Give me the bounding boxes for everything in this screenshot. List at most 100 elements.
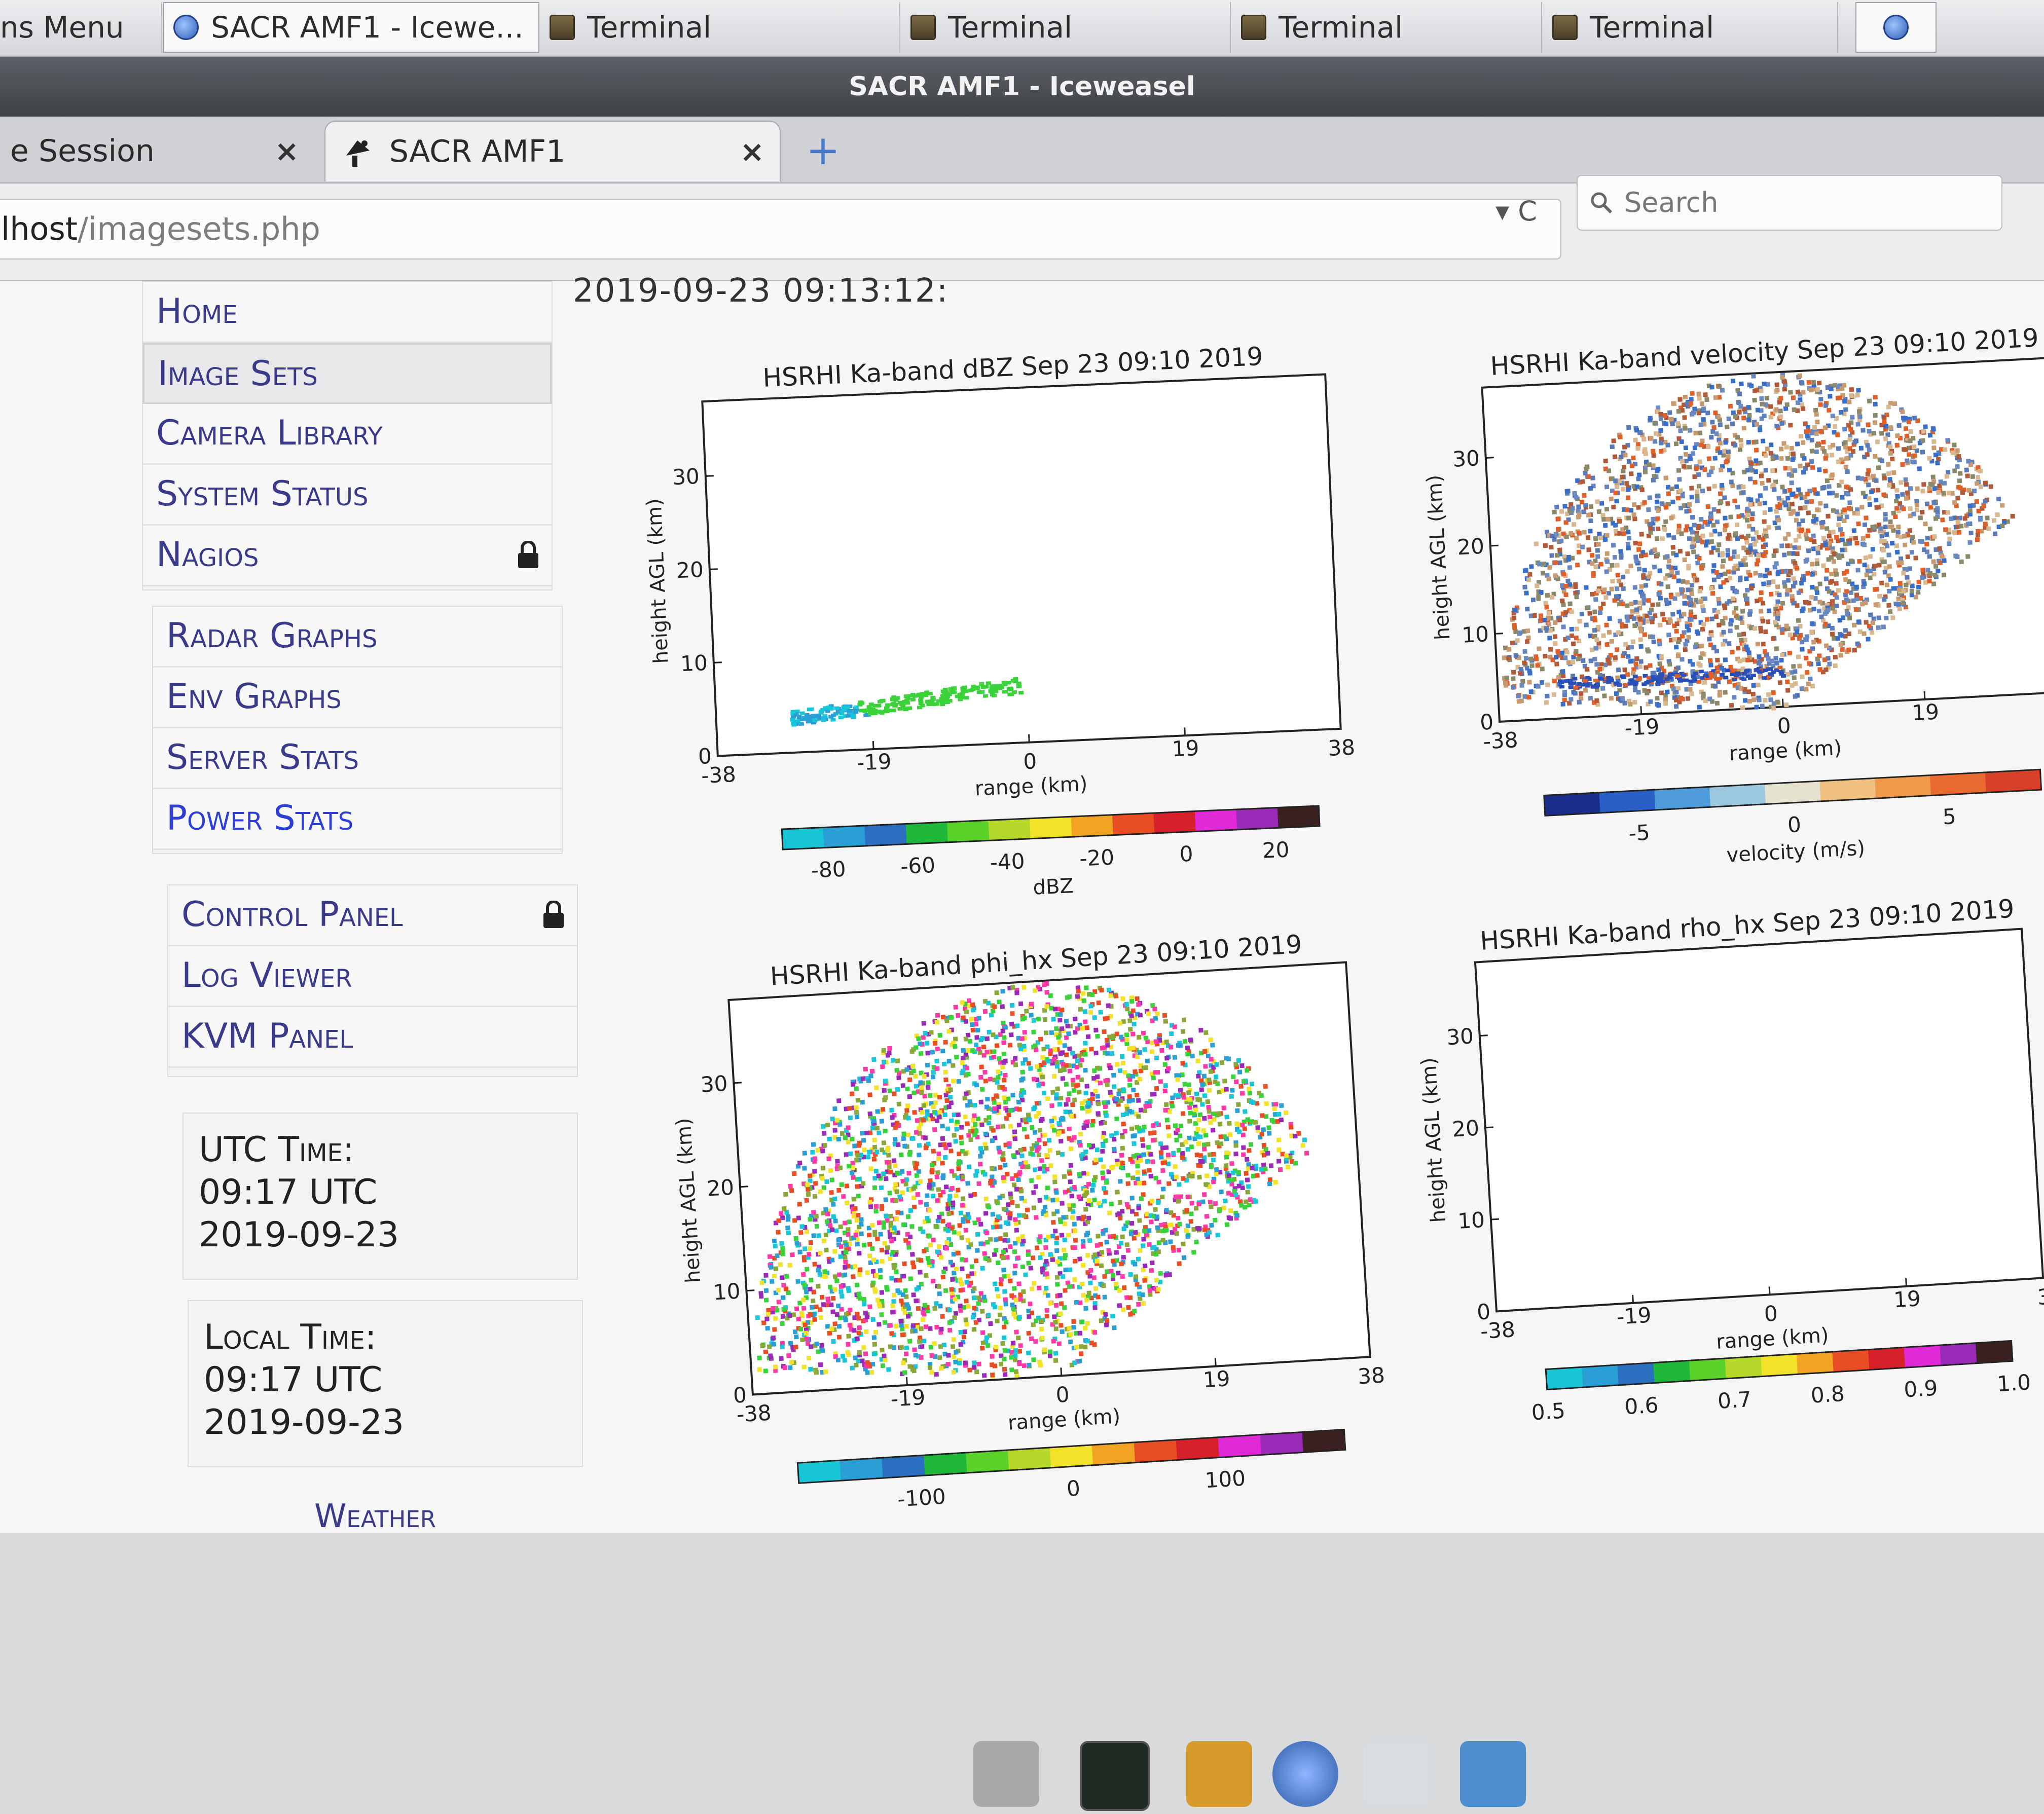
data-point: [1563, 584, 1568, 588]
data-point: [1757, 697, 1761, 702]
data-point: [1139, 1107, 1144, 1113]
data-point: [1793, 694, 1797, 698]
data-point: [992, 1055, 997, 1060]
data-point: [1720, 673, 1725, 677]
menu-item-weather[interactable]: Weather: [314, 1498, 436, 1535]
tab-session[interactable]: e Session ×: [0, 121, 314, 181]
data-point: [1181, 1176, 1186, 1181]
data-point: [1718, 422, 1723, 427]
window-title-bar[interactable]: SACR AMF1 - Iceweasel: [0, 57, 2044, 117]
data-point: [1905, 575, 1909, 579]
data-point: [1002, 1336, 1007, 1341]
data-point: [1083, 1068, 1088, 1073]
data-point: [1044, 1308, 1049, 1313]
url-bar[interactable]: lhost/imagesets.php: [0, 199, 1561, 260]
data-point: [1156, 1287, 1161, 1292]
data-point: [901, 1136, 906, 1141]
data-point: [1886, 603, 1891, 608]
new-tab-button[interactable]: +: [806, 127, 840, 174]
data-point: [1655, 536, 1659, 541]
data-point: [1566, 557, 1571, 562]
data-point: [1588, 529, 1592, 533]
data-point: [1946, 510, 1950, 514]
data-point: [1188, 1110, 1193, 1116]
data-point: [837, 1122, 843, 1127]
data-point: [1931, 581, 1936, 586]
data-point: [1614, 594, 1619, 599]
data-point: [1950, 451, 1955, 455]
menu-item-system-status[interactable]: System Status: [143, 465, 552, 526]
menu-item-power-stats[interactable]: Power Stats: [153, 789, 562, 850]
menu-item-image-sets[interactable]: Image Sets: [143, 343, 552, 404]
data-point: [1138, 1077, 1143, 1082]
data-point: [1002, 1078, 1007, 1083]
data-point: [1120, 1054, 1125, 1059]
data-point: [928, 692, 933, 695]
data-point: [1627, 682, 1632, 686]
data-point: [1641, 682, 1647, 686]
data-point: [1136, 1098, 1141, 1103]
menu-item-server-stats[interactable]: Server Stats: [153, 728, 562, 789]
data-point: [877, 1220, 882, 1226]
data-point: [1031, 1255, 1036, 1261]
data-point: [1836, 523, 1841, 527]
data-point: [840, 1131, 845, 1136]
data-point: [925, 1041, 930, 1046]
taskbar-task-browser-2[interactable]: [1855, 2, 1937, 53]
data-point: [1587, 611, 1592, 615]
data-point: [1697, 460, 1702, 464]
data-point: [1604, 485, 1609, 489]
data-point: [978, 1154, 983, 1159]
data-point: [1080, 1282, 1085, 1287]
taskbar-task-terminal-2[interactable]: Terminal: [901, 2, 1231, 53]
data-point: [1827, 534, 1832, 538]
data-point: [1859, 476, 1864, 480]
close-tab-icon[interactable]: ×: [740, 134, 764, 169]
data-point: [1767, 608, 1771, 613]
data-point: [1862, 581, 1867, 586]
data-point: [1788, 569, 1793, 574]
close-tab-icon[interactable]: ×: [274, 134, 299, 168]
data-point: [820, 708, 825, 712]
data-point: [792, 1171, 797, 1176]
reload-icon[interactable]: ▾ C: [1495, 195, 1537, 227]
data-point: [953, 1139, 958, 1144]
applications-menu-button[interactable]: ns Menu: [0, 2, 162, 53]
data-point: [921, 1035, 926, 1040]
menu-item-camera-library[interactable]: Camera Library: [143, 404, 552, 465]
data-point: [1659, 690, 1664, 695]
data-point: [1659, 440, 1663, 445]
data-point: [947, 1308, 952, 1313]
data-point: [1840, 532, 1844, 536]
search-input[interactable]: Search: [1577, 175, 2002, 231]
taskbar-task-terminal-4[interactable]: Terminal: [1543, 2, 1838, 53]
tab-sacr-amf1[interactable]: SACR AMF1 ×: [324, 121, 781, 181]
data-point: [1928, 433, 1932, 437]
data-point: [1631, 456, 1635, 460]
data-point: [1823, 622, 1828, 626]
data-point: [1895, 433, 1900, 438]
menu-item-env-graphs[interactable]: Env Graphs: [153, 668, 562, 728]
menu-item-home[interactable]: Home: [143, 282, 552, 343]
menu-item-nagios[interactable]: Nagios: [143, 526, 552, 586]
menu-item-log-viewer[interactable]: Log Viewer: [168, 946, 577, 1007]
data-point: [1623, 453, 1627, 457]
menu-item-radar-graphs[interactable]: Radar Graphs: [153, 607, 562, 668]
data-point: [1817, 609, 1821, 613]
data-point: [1622, 445, 1627, 449]
menu-item-control-panel[interactable]: Control Panel: [168, 885, 577, 946]
data-point: [1855, 568, 1860, 572]
data-point: [1127, 1083, 1133, 1088]
data-point: [923, 693, 928, 697]
data-point: [1797, 590, 1801, 595]
data-point: [1674, 645, 1678, 649]
taskbar-task-terminal-3[interactable]: Terminal: [1232, 2, 1542, 53]
taskbar-task-terminal-1[interactable]: Terminal: [540, 2, 900, 53]
menu-item-label: Env Graphs: [166, 677, 342, 717]
data-point: [771, 1336, 776, 1341]
taskbar-task-browser[interactable]: SACR AMF1 - Icewe...: [163, 2, 539, 53]
data-point: [1718, 532, 1722, 536]
colorbar-segment: [1709, 784, 1766, 807]
data-point: [1941, 491, 1946, 495]
menu-item-kvm-panel[interactable]: KVM Panel: [168, 1007, 577, 1068]
